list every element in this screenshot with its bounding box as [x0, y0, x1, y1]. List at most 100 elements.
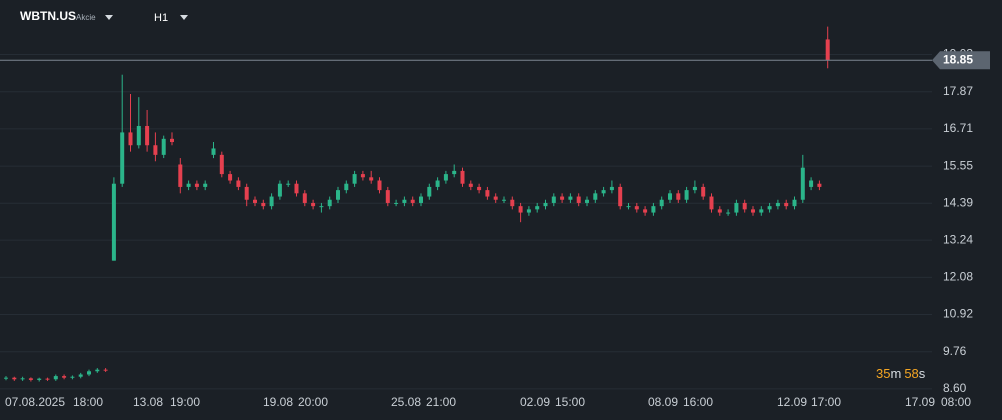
candle-body — [277, 183, 282, 197]
candle-body — [800, 167, 805, 200]
candle-body — [12, 377, 17, 380]
candle-body — [53, 376, 58, 380]
candle-body — [385, 190, 390, 203]
candle-body — [734, 202, 739, 213]
candle-body — [62, 376, 67, 378]
candle-body — [742, 202, 747, 210]
candle-body — [170, 138, 174, 143]
candle-body — [443, 174, 448, 181]
plot — [0, 26, 932, 382]
candle-body — [203, 183, 208, 187]
candle-body — [609, 186, 614, 191]
timeframe-dropdown[interactable] — [180, 15, 188, 20]
candle-body — [45, 378, 50, 380]
candle-body — [535, 206, 540, 210]
x-tick-label: 18:00 — [73, 395, 103, 409]
candle-body — [493, 196, 498, 200]
candle-body — [236, 180, 241, 187]
x-tick-label: 08.09 — [648, 395, 678, 409]
candle-body — [668, 193, 672, 200]
candle-body — [37, 378, 42, 380]
candle-body — [344, 183, 349, 191]
candle-body — [767, 206, 772, 210]
candle-body — [643, 209, 648, 213]
candle-body — [286, 183, 291, 185]
candle-body — [20, 378, 25, 380]
x-tick-label: 02.09 — [520, 395, 550, 409]
candle-body — [477, 186, 482, 191]
x-tick-label: 17.09 — [905, 395, 935, 409]
y-tick-label: 8.60 — [943, 381, 967, 395]
candle-body — [825, 39, 830, 61]
candle-body — [269, 196, 274, 207]
candle-body — [319, 206, 324, 208]
last-price-tag — [932, 51, 990, 70]
timeframe[interactable]: H1 — [154, 12, 168, 24]
x-tick-label: 15:00 — [555, 395, 585, 409]
candle-body — [136, 126, 141, 146]
candle-body — [726, 212, 731, 214]
x-tick-label: 21:00 — [426, 395, 456, 409]
candle-body — [543, 202, 548, 207]
countdown-minutes: 35 — [876, 366, 890, 381]
candle-body — [452, 170, 457, 175]
candle-body — [585, 199, 589, 203]
candle-body — [103, 369, 108, 371]
candle-body — [684, 190, 689, 200]
candle-body — [701, 186, 706, 197]
candle-body — [460, 170, 465, 184]
y-tick-label: 14.39 — [943, 195, 973, 209]
x-tick-label: 07.08.2025 — [5, 395, 65, 409]
candle-body — [709, 196, 714, 210]
candle-body — [111, 183, 116, 261]
y-tick-label: 17.87 — [943, 84, 973, 98]
symbol[interactable]: WBTN.US — [20, 9, 76, 23]
candle-body — [651, 206, 656, 213]
countdown-unit: m — [890, 366, 901, 381]
candle-body — [360, 174, 365, 178]
candle-body — [327, 199, 332, 207]
candle-body — [211, 148, 216, 155]
x-tick-label: 08:00 — [941, 395, 971, 409]
candle-body — [186, 183, 191, 187]
candle-body — [95, 369, 100, 372]
candle-body — [369, 177, 374, 181]
candle-body — [817, 183, 822, 187]
candle-body — [219, 154, 224, 175]
candle-body — [352, 174, 357, 184]
candle-body — [692, 186, 697, 191]
candle-body — [394, 202, 399, 204]
candle-body — [751, 209, 755, 213]
axis: 8.60 9.76 10.92 12.08 13.24 14.39 15.55 16.71 17… — [5, 47, 990, 409]
x-tick-label: 20:00 — [298, 395, 328, 409]
x-tick-label: 25.08 — [391, 395, 421, 409]
x-tick-label: 19:00 — [170, 395, 200, 409]
candle-body — [377, 180, 382, 191]
candle-body — [294, 183, 299, 194]
x-tick-label: 13.08 — [133, 395, 163, 409]
candle-body — [784, 202, 789, 207]
candle-body — [809, 180, 814, 187]
y-tick-label: 15.55 — [943, 158, 973, 172]
candle-body — [302, 193, 307, 203]
candle-body — [161, 138, 166, 155]
candle-body — [70, 376, 75, 378]
y-tick-label: 9.76 — [943, 344, 967, 358]
candle-body — [618, 186, 623, 207]
candle-body — [518, 206, 523, 213]
x-tick-label: 12.09 — [777, 395, 807, 409]
candle-body — [435, 180, 440, 187]
candle-body — [560, 196, 565, 200]
candle-body — [634, 206, 639, 210]
candle-body — [194, 183, 199, 187]
y-tick-label: 12.08 — [943, 270, 973, 284]
candle-body — [253, 199, 257, 203]
candle-body — [759, 209, 764, 213]
candle-body — [410, 199, 415, 203]
asset-type: Akcie — [76, 13, 96, 22]
candle-body — [228, 174, 233, 181]
candle-body — [775, 202, 780, 207]
symbol-dropdown[interactable] — [105, 15, 113, 20]
y-tick-label: 10.92 — [943, 307, 973, 321]
